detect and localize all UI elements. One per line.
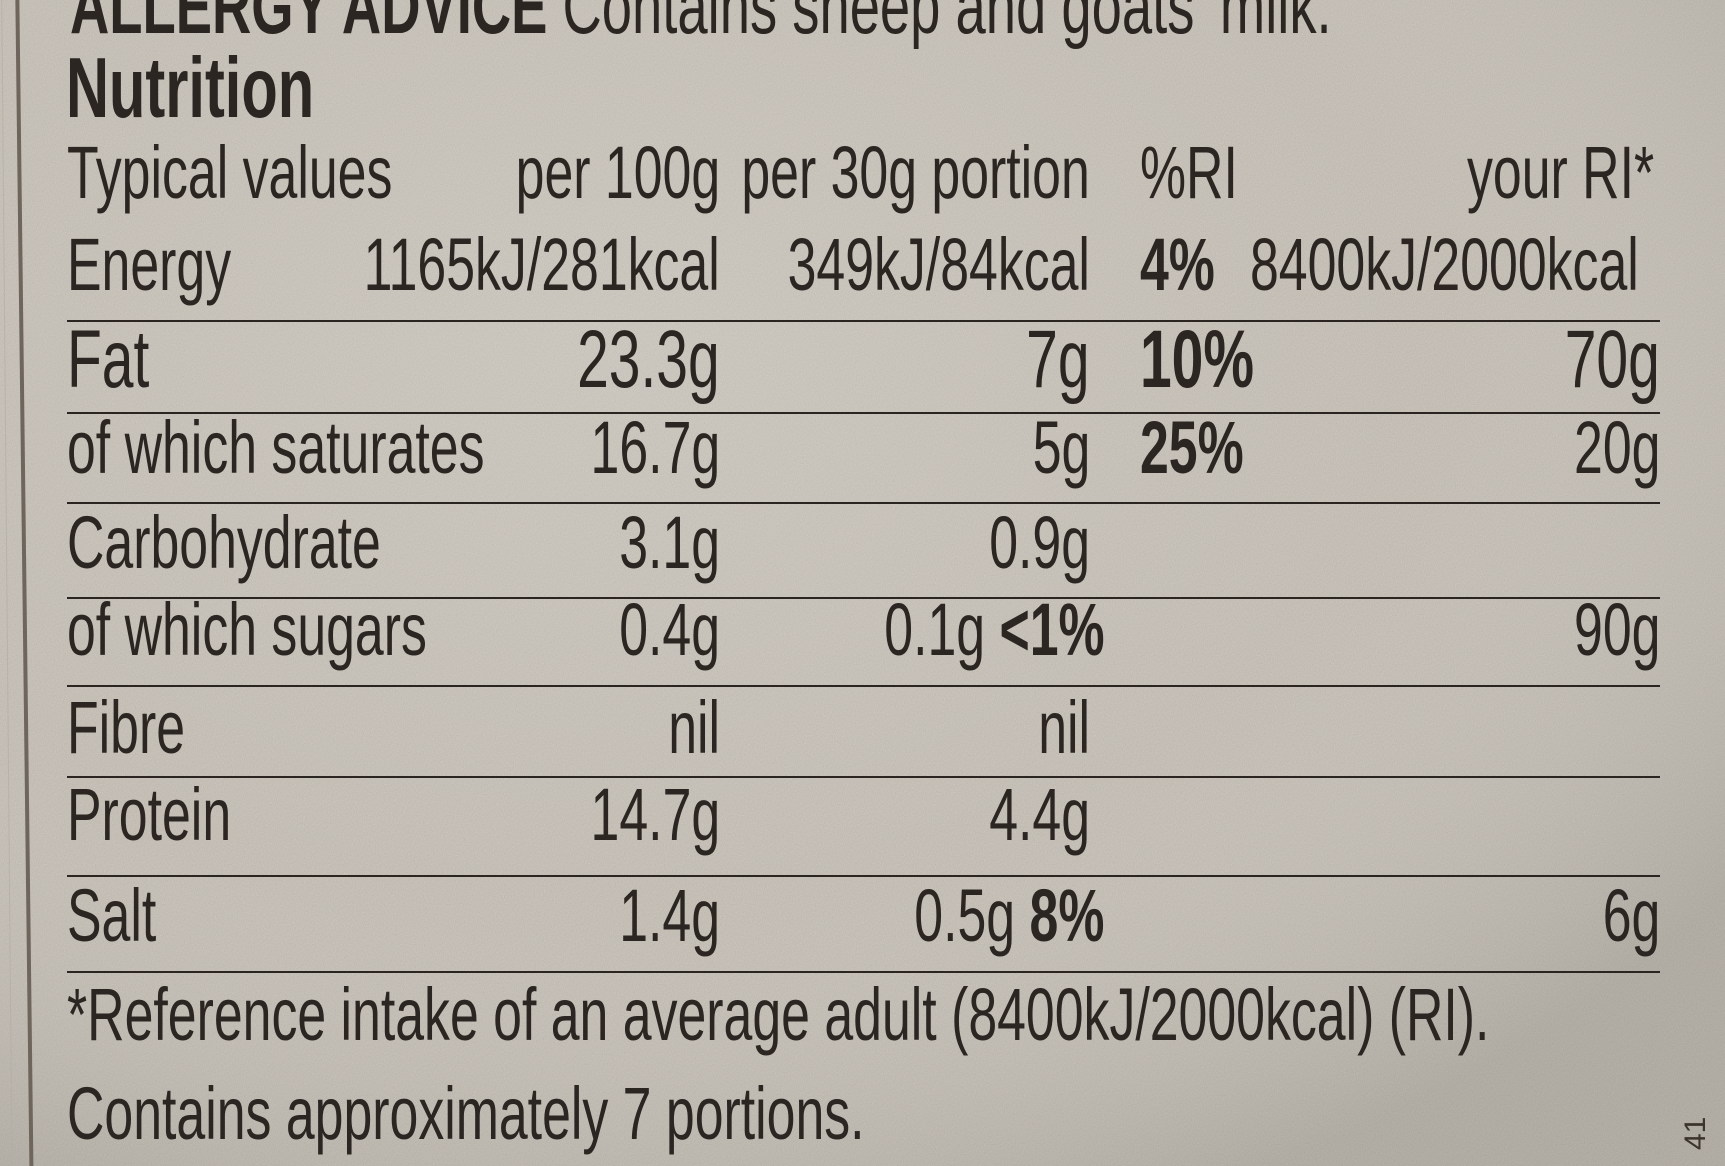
svg-text:41: 41 — [1679, 1117, 1712, 1150]
